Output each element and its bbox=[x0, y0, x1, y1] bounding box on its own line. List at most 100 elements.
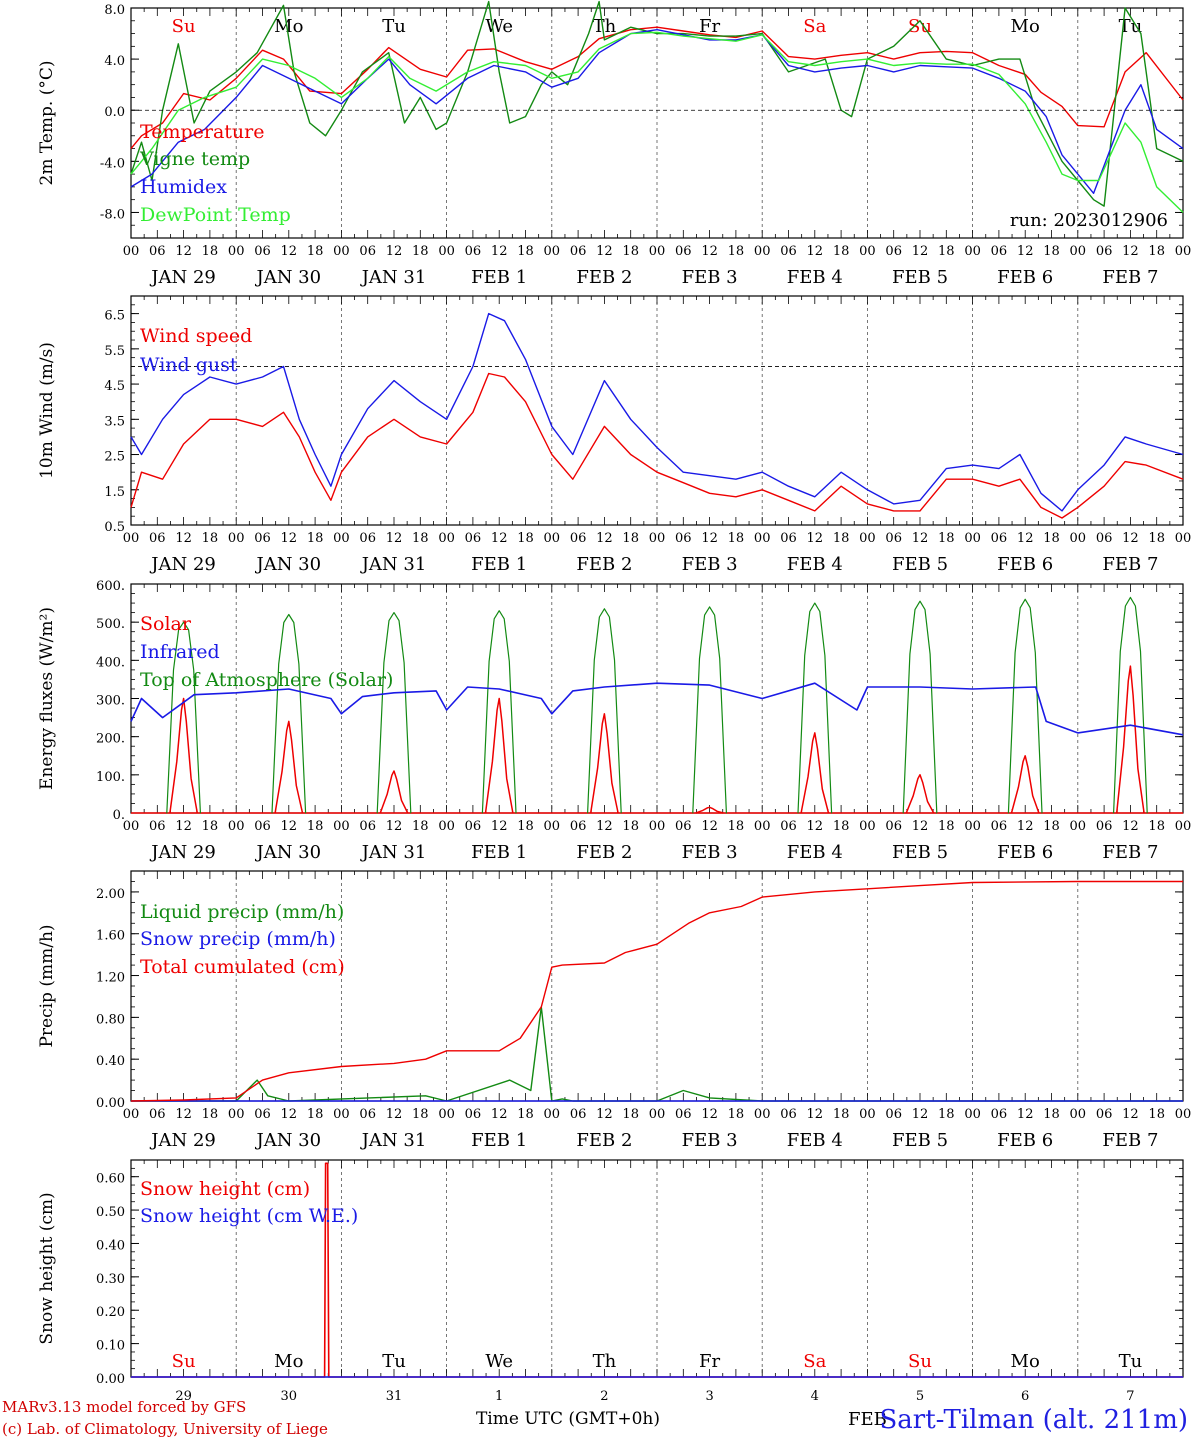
x-hour-label: 18 bbox=[412, 244, 429, 259]
panel-2: 6.5 5.5 4.5 3.5 2.5 1.5 0.5 10m Wind (m/s) 00 06 1… bbox=[37, 295, 1192, 575]
x-hour-label: 00 bbox=[649, 1107, 666, 1122]
x-date-label: FEB 6 bbox=[997, 1130, 1053, 1151]
toa-solar-curve bbox=[902, 600, 938, 814]
toa-solar-curve bbox=[271, 613, 307, 814]
x-hour-label: 18 bbox=[622, 1107, 639, 1122]
x-hour-label: 18 bbox=[517, 819, 534, 834]
x-hour-label: 12 bbox=[807, 1107, 824, 1122]
x-date-label: FEB 4 bbox=[787, 267, 843, 288]
x-hour-label: 00 bbox=[544, 1107, 561, 1122]
y-tick-label: 1.20 bbox=[96, 971, 125, 986]
x-date-label: JAN 29 bbox=[149, 1130, 216, 1151]
x-hour-label: 18 bbox=[202, 1107, 219, 1122]
x-hour-label: 06 bbox=[675, 1107, 692, 1122]
dewpoint-temp-line bbox=[130, 31, 1184, 213]
y-tick-label: 2.00 bbox=[96, 887, 125, 902]
x-hour-label: 18 bbox=[938, 1107, 955, 1122]
x-date-label: FEB 7 bbox=[1102, 842, 1158, 863]
x-hour-label: 00 bbox=[859, 531, 876, 546]
x-hour-label: 18 bbox=[1043, 244, 1060, 259]
y-tick-label: 0.30 bbox=[96, 1272, 125, 1287]
x-date-label: FEB 1 bbox=[471, 267, 527, 288]
x-hour-label: 12 bbox=[491, 531, 508, 546]
x-hour-label: 12 bbox=[386, 1107, 403, 1122]
toa-solar-curve bbox=[586, 608, 622, 814]
x-hour-label: 18 bbox=[833, 244, 850, 259]
solar-curve bbox=[274, 720, 304, 814]
legend-entry: Snow height (cm W.E.) bbox=[140, 1205, 358, 1227]
x-date-label: FEB 2 bbox=[576, 842, 632, 863]
y-tick-label: 1.5 bbox=[104, 485, 125, 500]
y-axis-label: 10m Wind (m/s) bbox=[37, 342, 57, 479]
x-hour-label: 06 bbox=[359, 1107, 376, 1122]
x-hour-label: 00 bbox=[544, 819, 561, 834]
panel-5: 0.60 0.50 0.40 0.30 0.20 0.10 0.00 Snow height … bbox=[37, 1159, 1184, 1430]
x-hour-label: 12 bbox=[281, 819, 298, 834]
x-hour-label: 06 bbox=[465, 244, 482, 259]
panel-3: 600. 500. 400. 300. 200. 100. 0. Energy fluxes … bbox=[37, 579, 1191, 863]
x-hour-label: 06 bbox=[675, 819, 692, 834]
toa-solar-curve bbox=[376, 611, 412, 814]
x-hour-label: 06 bbox=[149, 244, 166, 259]
x-hour-label: 12 bbox=[491, 244, 508, 259]
x-hour-label: 00 bbox=[228, 244, 245, 259]
x-hour-label: 00 bbox=[228, 531, 245, 546]
x-day-number: 3 bbox=[705, 1389, 713, 1404]
x-hour-label: 06 bbox=[254, 244, 271, 259]
x-hour-label: 00 bbox=[1175, 819, 1192, 834]
x-day-number: 2 bbox=[600, 1389, 608, 1404]
x-hour-label: 18 bbox=[1148, 1107, 1165, 1122]
x-date-label: FEB 5 bbox=[892, 554, 948, 575]
y-axis-label: 2m Temp. (°C) bbox=[37, 60, 57, 185]
y-tick-label: 600. bbox=[96, 579, 125, 594]
x-date-label: FEB 1 bbox=[471, 1130, 527, 1151]
x-hour-label: 12 bbox=[807, 531, 824, 546]
y-tick-label: 4.0 bbox=[104, 54, 125, 69]
x-month-label: FEB bbox=[848, 1409, 887, 1430]
x-hour-label: 06 bbox=[149, 531, 166, 546]
x-hour-label: 06 bbox=[465, 1107, 482, 1122]
x-hour-label: 12 bbox=[596, 1107, 613, 1122]
x-date-label: JAN 30 bbox=[255, 1130, 322, 1151]
x-hour-label: 18 bbox=[1148, 531, 1165, 546]
y-tick-label: -4.0 bbox=[100, 156, 125, 171]
x-date-label: FEB 6 bbox=[997, 554, 1053, 575]
x-date-label: FEB 3 bbox=[682, 842, 738, 863]
x-hour-label: 06 bbox=[1096, 531, 1113, 546]
y-axis-label: Snow height (cm) bbox=[37, 1192, 57, 1344]
legend-entry: Wind gust bbox=[140, 354, 238, 376]
x-hour-label: 00 bbox=[859, 1107, 876, 1122]
x-hour-label: 18 bbox=[307, 244, 324, 259]
x-hour-label: 18 bbox=[728, 531, 745, 546]
legend-entry: Total cumulated (cm) bbox=[140, 956, 345, 978]
x-date-label: JAN 29 bbox=[149, 842, 216, 863]
x-hour-label: 00 bbox=[1070, 1107, 1087, 1122]
x-date-label: FEB 5 bbox=[892, 1130, 948, 1151]
x-hour-label: 12 bbox=[386, 819, 403, 834]
y-tick-label: -8.0 bbox=[100, 207, 125, 222]
x-hour-label: 06 bbox=[570, 531, 587, 546]
x-date-label: FEB 3 bbox=[682, 1130, 738, 1151]
x-date-label: FEB 4 bbox=[787, 842, 843, 863]
x-date-label: FEB 1 bbox=[471, 554, 527, 575]
x-day-number: 4 bbox=[811, 1389, 819, 1404]
run-label: run: 2023012906 bbox=[1010, 210, 1168, 231]
x-hour-label: 18 bbox=[622, 819, 639, 834]
weekday-label: Tu bbox=[382, 1351, 406, 1372]
x-hour-label: 06 bbox=[675, 244, 692, 259]
x-hour-label: 00 bbox=[964, 531, 981, 546]
x-hour-label: 00 bbox=[438, 1107, 455, 1122]
x-hour-label: 18 bbox=[1148, 244, 1165, 259]
panel-1: 8.0 4.0 0.0 -4.0 -8.0 2m Temp. (°C) 00 06 12 18 JA… bbox=[37, 0, 1191, 288]
x-hour-label: 00 bbox=[1175, 531, 1192, 546]
x-hour-label: 12 bbox=[1122, 244, 1139, 259]
x-date-label: FEB 6 bbox=[997, 267, 1053, 288]
x-hour-label: 18 bbox=[622, 244, 639, 259]
x-hour-label: 18 bbox=[412, 1107, 429, 1122]
x-date-label: JAN 31 bbox=[360, 842, 427, 863]
x-hour-label: 18 bbox=[1148, 819, 1165, 834]
lab-credit: (c) Lab. of Climatology, University of L… bbox=[2, 1420, 328, 1438]
x-hour-label: 18 bbox=[833, 1107, 850, 1122]
x-hour-label: 18 bbox=[1043, 1107, 1060, 1122]
solar-curve bbox=[589, 713, 619, 814]
